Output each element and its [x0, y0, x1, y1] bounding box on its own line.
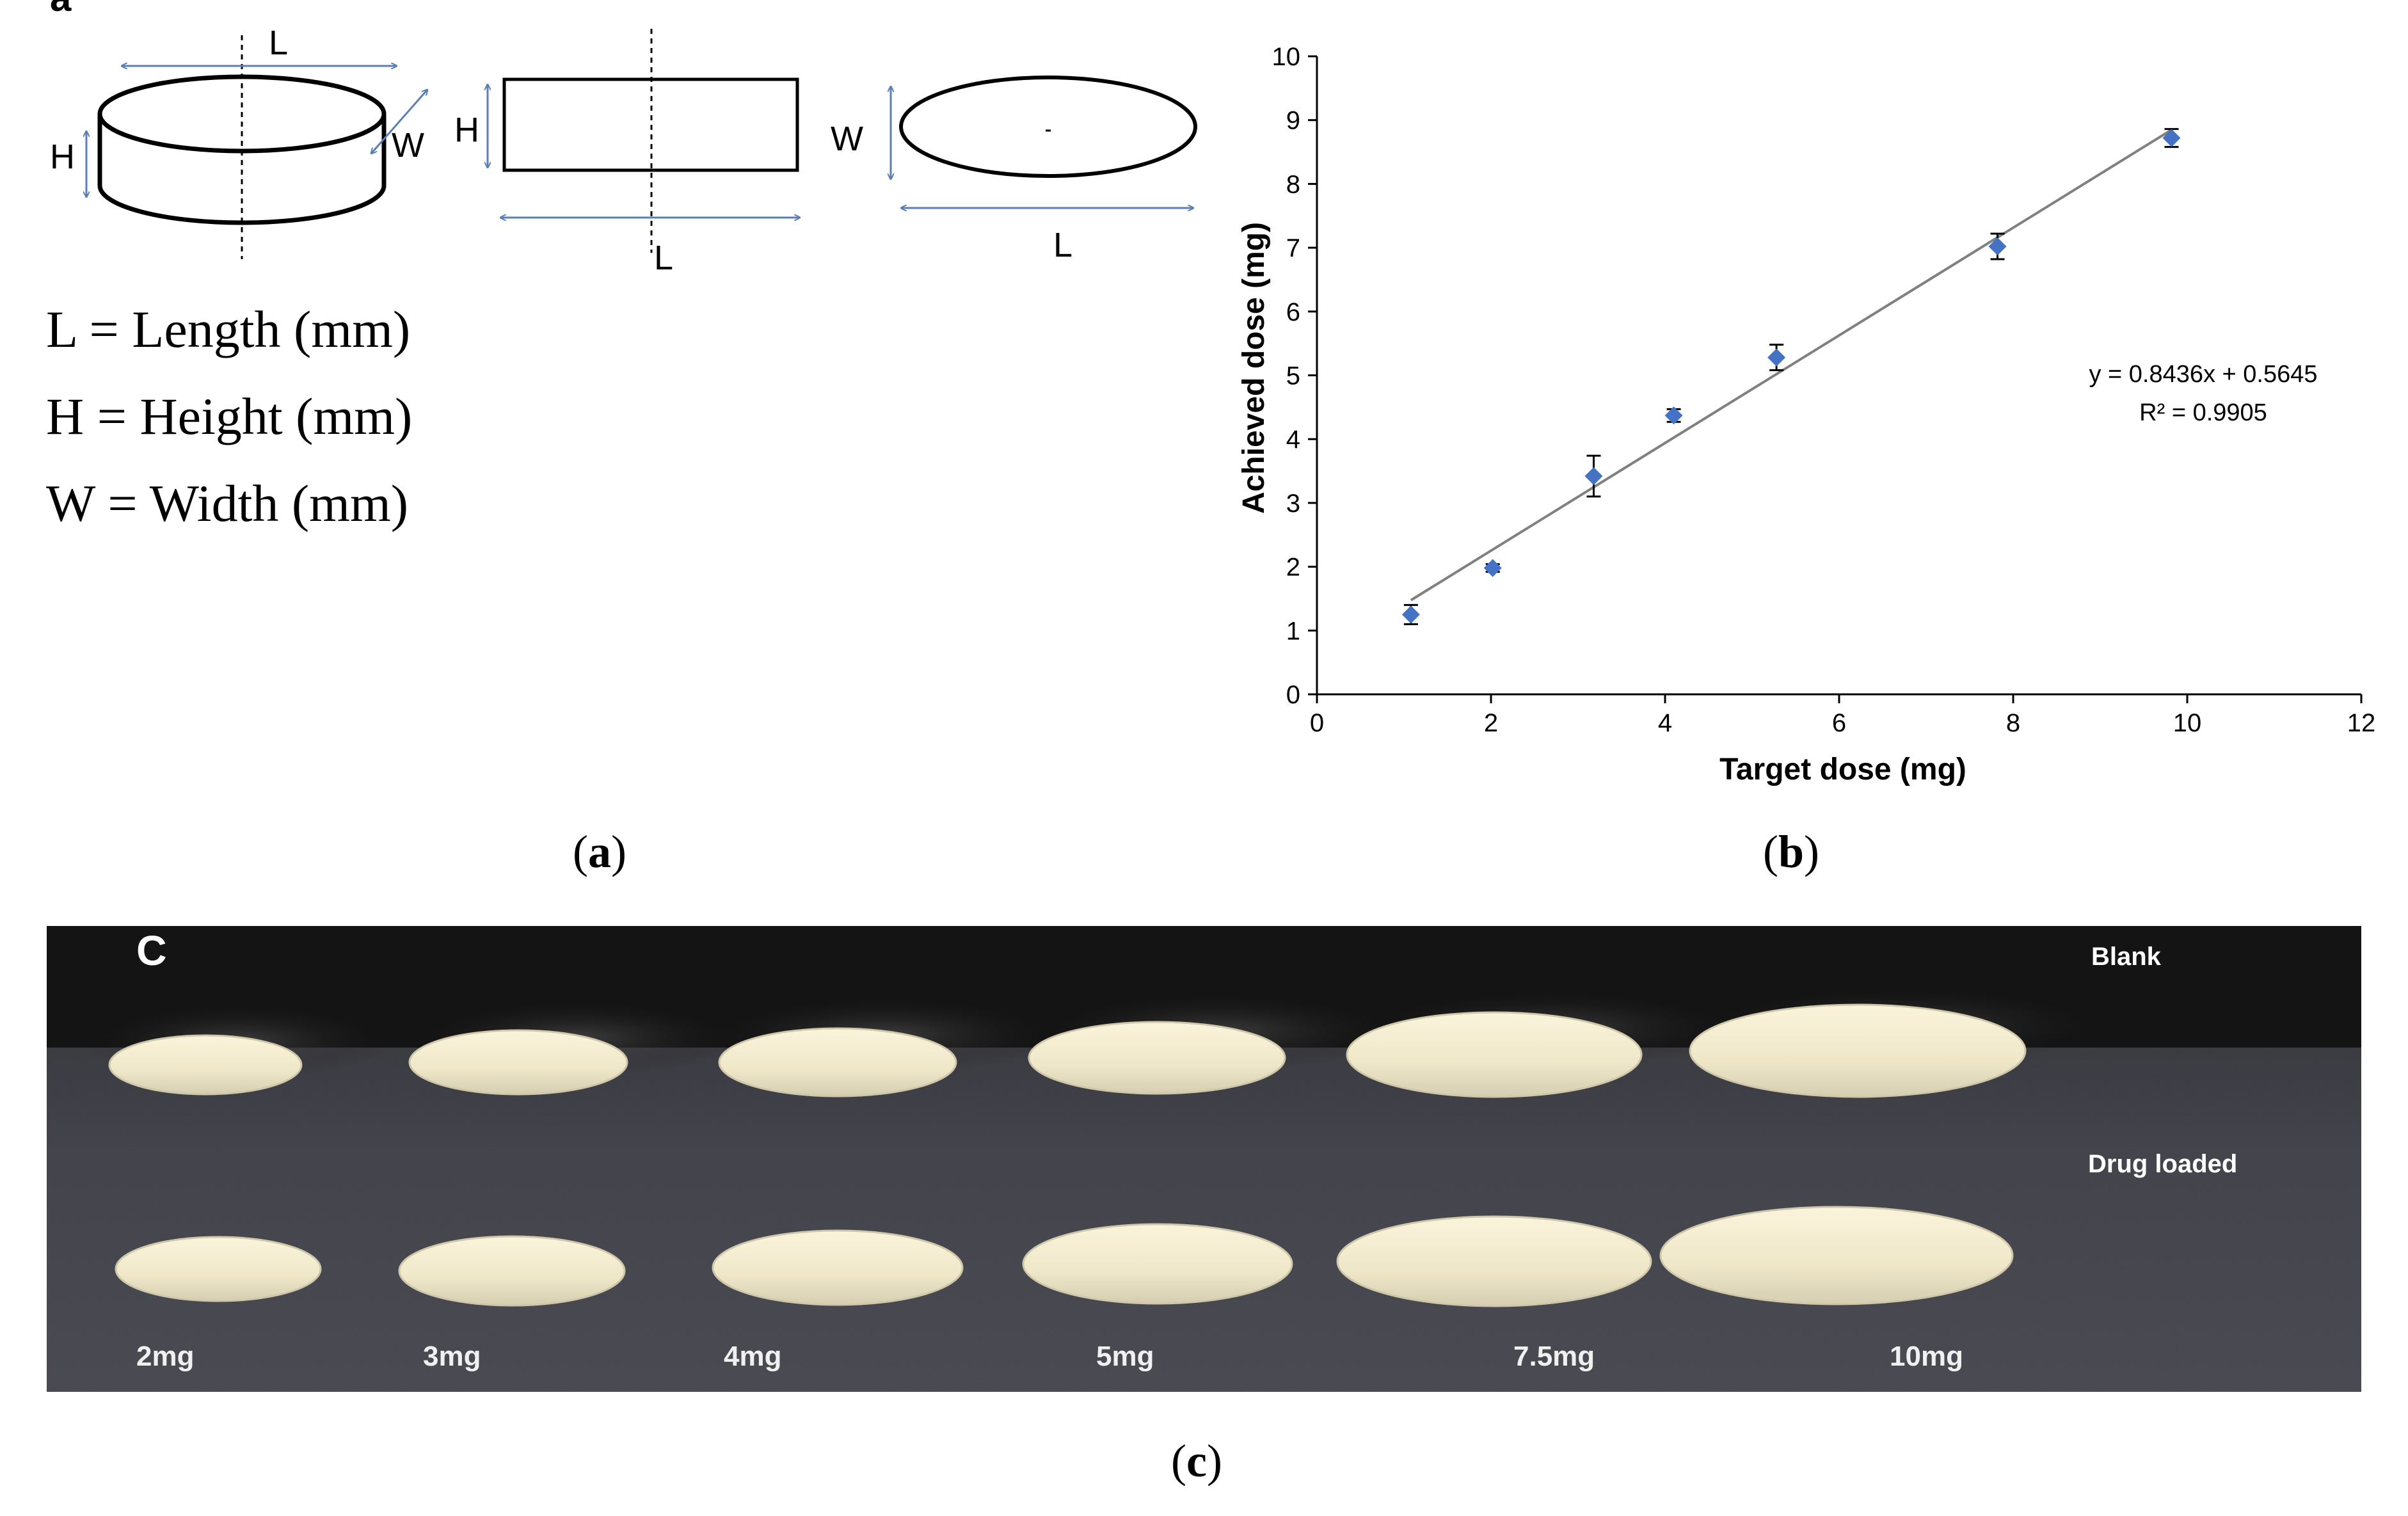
rectangle-length-label: L: [654, 239, 674, 277]
blank-tablet-7.5mg: [1346, 1011, 1643, 1098]
blank-tablet-4mg: [718, 1027, 957, 1097]
blank-tablet-row: [108, 1003, 2027, 1098]
drug-tablet-10mg: [1659, 1206, 2014, 1305]
blank-tablet-10mg: [1689, 1003, 2027, 1098]
chart-y-tick-label: 8: [1286, 170, 1300, 198]
chart-y-tick-label: 2: [1286, 554, 1300, 582]
photo-dose-label: 4mg: [724, 1341, 782, 1372]
chart-equation: y = 0.8436x + 0.5645: [2089, 361, 2317, 388]
chart-x-tick-label: 8: [2006, 709, 2020, 737]
drug-tablet-3mg: [398, 1235, 626, 1307]
chart-y-tick-label: 4: [1286, 426, 1300, 454]
photo-row-label-blank: Blank: [2091, 943, 2161, 971]
caption-c: (c): [1171, 1435, 1222, 1487]
cylinder-height-label: H: [50, 138, 75, 176]
caption-b: (b): [1763, 826, 1820, 877]
ellipse-shape: [899, 76, 1197, 178]
photo-dose-label: 5mg: [1096, 1341, 1154, 1372]
drug-tablet-4mg: [712, 1229, 964, 1306]
chart-y-tick-label: 0: [1286, 681, 1300, 709]
photo-dose-label: 10mg: [1890, 1341, 1963, 1372]
chart-point: [1664, 406, 1683, 425]
ellipse-width-label: W: [831, 120, 863, 158]
definition-width: W = Width (mm): [46, 474, 409, 532]
caption-a: (a): [573, 826, 626, 877]
photo-grain: [47, 1048, 2361, 1392]
chart-point: [1767, 348, 1786, 367]
chart-point: [2162, 129, 2181, 147]
chart-x-axis-title: Target dose (mg): [1719, 753, 1966, 786]
chart-y-tick-label: 10: [1272, 43, 1301, 71]
chart-y-tick-label: 1: [1286, 617, 1300, 645]
tablet-photo: C Blank Drug loaded 2mg 3mg 4mg 5mg 7.5m…: [47, 926, 2361, 1392]
cylinder-width-label: W: [392, 126, 424, 164]
chart-x-tick-label: 4: [1658, 709, 1672, 737]
photo-dose-label: 3mg: [423, 1341, 481, 1372]
chart-x-tick-label: 12: [2347, 709, 2376, 737]
rectangle-height-label: H: [454, 111, 479, 149]
chart-y-axis-title: Achieved dose (mg): [1237, 222, 1271, 514]
chart-point: [1401, 605, 1420, 624]
definition-length: L = Length (mm): [46, 300, 411, 358]
blank-tablet-5mg: [1028, 1021, 1286, 1095]
photo-corner-label: C: [136, 927, 167, 974]
blank-tablet-2mg: [108, 1034, 303, 1096]
chart-x-tick-label: 2: [1484, 709, 1498, 737]
chart-y-tick-label: 5: [1286, 362, 1300, 390]
chart-y-tick-label: 6: [1286, 298, 1300, 326]
drug-tablet-row: [115, 1206, 2014, 1307]
chart-x-tick-label: 0: [1310, 709, 1324, 737]
chart-y-tick-label: 9: [1286, 107, 1300, 135]
cylinder-width-arrow: [371, 90, 427, 154]
cylinder-length-label: L: [269, 24, 289, 62]
photo-row-label-drug: Drug loaded: [2088, 1150, 2238, 1178]
chart-point: [1988, 237, 2007, 256]
drug-tablet-2mg: [115, 1236, 322, 1302]
panel-a-corner-letter: a: [50, 0, 71, 20]
chart-point: [1584, 467, 1603, 486]
chart-y-tick-label: 3: [1286, 490, 1300, 518]
definition-height: H = Height (mm): [46, 387, 413, 445]
chart-trendline: [1410, 129, 2173, 602]
chart-x-tick-label: 10: [2173, 709, 2202, 737]
ellipse-length-label: L: [1053, 226, 1073, 264]
chart-x-tick-label: 6: [1832, 709, 1846, 737]
blank-tablet-3mg: [408, 1029, 628, 1096]
chart-y-tick-label: 7: [1286, 234, 1300, 262]
photo-dose-label: 7.5mg: [1513, 1341, 1595, 1372]
chart-points: [1401, 128, 2181, 625]
chart-point: [1483, 559, 1502, 577]
chart-trendline-group: [1410, 129, 2173, 602]
drug-tablet-5mg: [1022, 1223, 1293, 1305]
chart-r-squared: R² = 0.9905: [2139, 399, 2267, 426]
photo-dose-label: 2mg: [136, 1341, 195, 1372]
shape-diagrams: [0, 29, 1197, 259]
tablet-photo-drawing: [47, 926, 2361, 1392]
drug-tablet-7.5mg: [1336, 1215, 1652, 1307]
